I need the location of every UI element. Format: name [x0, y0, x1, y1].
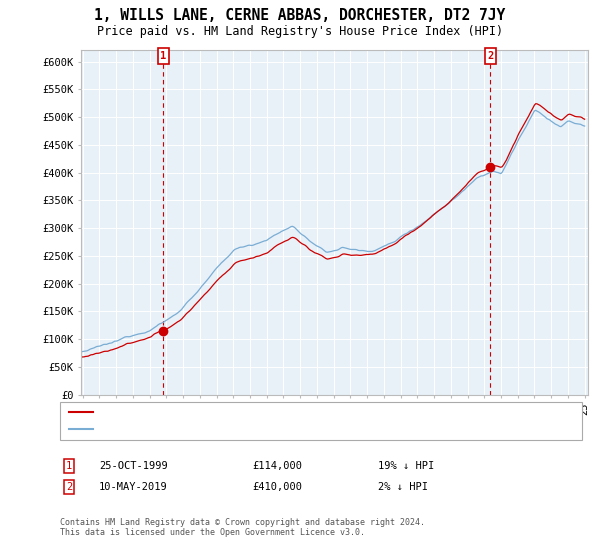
Text: 1, WILLS LANE, CERNE ABBAS, DORCHESTER, DT2 7JY (detached house): 1, WILLS LANE, CERNE ABBAS, DORCHESTER, …: [98, 407, 474, 417]
Text: 10-MAY-2019: 10-MAY-2019: [99, 482, 168, 492]
Text: 1, WILLS LANE, CERNE ABBAS, DORCHESTER, DT2 7JY: 1, WILLS LANE, CERNE ABBAS, DORCHESTER, …: [94, 8, 506, 24]
Text: 19% ↓ HPI: 19% ↓ HPI: [378, 461, 434, 471]
Text: Price paid vs. HM Land Registry's House Price Index (HPI): Price paid vs. HM Land Registry's House …: [97, 25, 503, 38]
Text: £410,000: £410,000: [252, 482, 302, 492]
Text: 2: 2: [487, 51, 493, 61]
Text: £114,000: £114,000: [252, 461, 302, 471]
Text: HPI: Average price, detached house, Dorset: HPI: Average price, detached house, Dors…: [98, 424, 344, 434]
Text: 1: 1: [160, 51, 166, 61]
Text: 2: 2: [66, 482, 72, 492]
Text: 25-OCT-1999: 25-OCT-1999: [99, 461, 168, 471]
Text: 2% ↓ HPI: 2% ↓ HPI: [378, 482, 428, 492]
Text: 1: 1: [66, 461, 72, 471]
Text: Contains HM Land Registry data © Crown copyright and database right 2024.
This d: Contains HM Land Registry data © Crown c…: [60, 518, 425, 538]
